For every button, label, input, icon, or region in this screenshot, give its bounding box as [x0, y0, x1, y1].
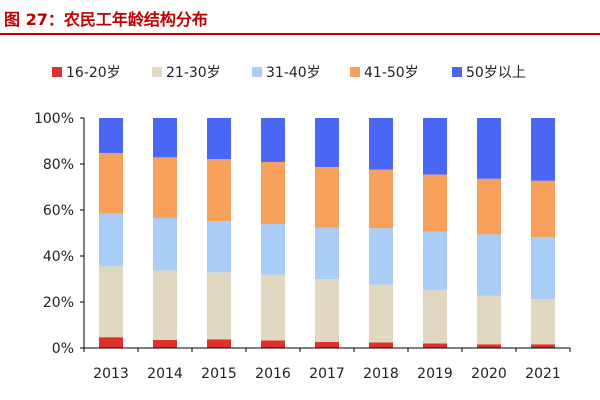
bar-segment-2013-1: [99, 337, 123, 348]
legend-swatch-3: [252, 67, 262, 77]
legend-swatch-5: [452, 67, 462, 77]
bar-segment-2021-5: [531, 118, 555, 181]
legend-label-2: 21-30岁: [166, 65, 221, 81]
bar-segment-2017-4: [315, 166, 339, 228]
bar-segment-2020-2: [477, 295, 501, 345]
x-tick-label: 2014: [147, 366, 183, 382]
bar-segment-2013-2: [99, 266, 123, 338]
y-tick-label: 60%: [43, 203, 74, 219]
bar-segment-2016-5: [261, 118, 285, 162]
bar-segment-2015-3: [207, 221, 231, 273]
legend-label-3: 31-40岁: [266, 65, 321, 81]
x-tick-label: 2018: [363, 366, 399, 382]
x-tick-label: 2017: [309, 366, 345, 382]
bar-segment-2020-1: [477, 344, 501, 348]
bar-segment-2013-5: [99, 118, 123, 153]
y-tick-label: 100%: [34, 111, 74, 127]
bar-segment-2018-2: [369, 284, 393, 343]
bar-segment-2018-4: [369, 169, 393, 229]
bar-segment-2015-2: [207, 272, 231, 340]
y-tick-label: 20%: [43, 295, 74, 311]
bar-segment-2020-3: [477, 234, 501, 296]
bars: [99, 118, 555, 348]
bar-segment-2017-5: [315, 118, 339, 167]
bar-segment-2018-5: [369, 118, 393, 170]
y-tick-label: 0%: [52, 341, 74, 357]
legend-label-4: 41-50岁: [364, 65, 419, 81]
bar-segment-2014-2: [153, 270, 177, 340]
bar-segment-2021-2: [531, 299, 555, 345]
bar-segment-2015-5: [207, 118, 231, 160]
bar-segment-2021-3: [531, 237, 555, 300]
bar-segment-2020-4: [477, 178, 501, 235]
y-tick-label: 40%: [43, 249, 74, 265]
bar-segment-2017-3: [315, 227, 339, 280]
bar-segment-2019-5: [423, 118, 447, 175]
legend-label-5: 50岁以上: [466, 65, 526, 81]
x-tick-label: 2016: [255, 366, 291, 382]
bar-segment-2014-5: [153, 118, 177, 158]
title-divider: [0, 33, 600, 35]
legend-swatch-1: [52, 67, 62, 77]
bar-segment-2016-4: [261, 161, 285, 225]
bar-segment-2014-3: [153, 218, 177, 271]
bar-segment-2016-3: [261, 224, 285, 275]
bar-segment-2013-4: [99, 152, 123, 214]
bar-segment-2019-1: [423, 343, 447, 348]
x-tick-label: 2020: [471, 366, 507, 382]
bar-segment-2015-1: [207, 339, 231, 348]
bar-segment-2014-1: [153, 339, 177, 348]
y-tick-label: 80%: [43, 157, 74, 173]
bar-segment-2018-1: [369, 342, 393, 348]
bar-segment-2019-2: [423, 290, 447, 344]
bar-segment-2016-2: [261, 274, 285, 341]
bar-segment-2017-2: [315, 279, 339, 343]
bar-segment-2021-1: [531, 344, 555, 348]
x-tick-label: 2015: [201, 366, 237, 382]
bar-segment-2019-3: [423, 231, 447, 291]
axes: 0% 20% 40% 60% 80% 100% 2013 2014 2015 2016 2017 20…: [34, 111, 571, 382]
bar-segment-2021-4: [531, 180, 555, 238]
bar-segment-2017-1: [315, 342, 339, 348]
x-tick-label: 2021: [525, 366, 561, 382]
bar-segment-2019-4: [423, 174, 447, 232]
bar-segment-2015-4: [207, 159, 231, 222]
legend-swatch-4: [350, 67, 360, 77]
chart-title: 图 27：农民工年龄结构分布: [4, 10, 208, 29]
x-tick-label: 2019: [417, 366, 453, 382]
bar-segment-2016-1: [261, 340, 285, 348]
legend-swatch-2: [152, 67, 162, 77]
bar-segment-2013-3: [99, 213, 123, 267]
bar-segment-2018-3: [369, 228, 393, 285]
legend: 16-20岁 21-30岁 31-40岁 41-50岁 50岁以上: [52, 65, 526, 81]
legend-label-1: 16-20岁: [66, 65, 121, 81]
bar-segment-2014-4: [153, 157, 177, 219]
bar-segment-2020-5: [477, 118, 501, 179]
x-tick-label: 2013: [93, 366, 129, 382]
